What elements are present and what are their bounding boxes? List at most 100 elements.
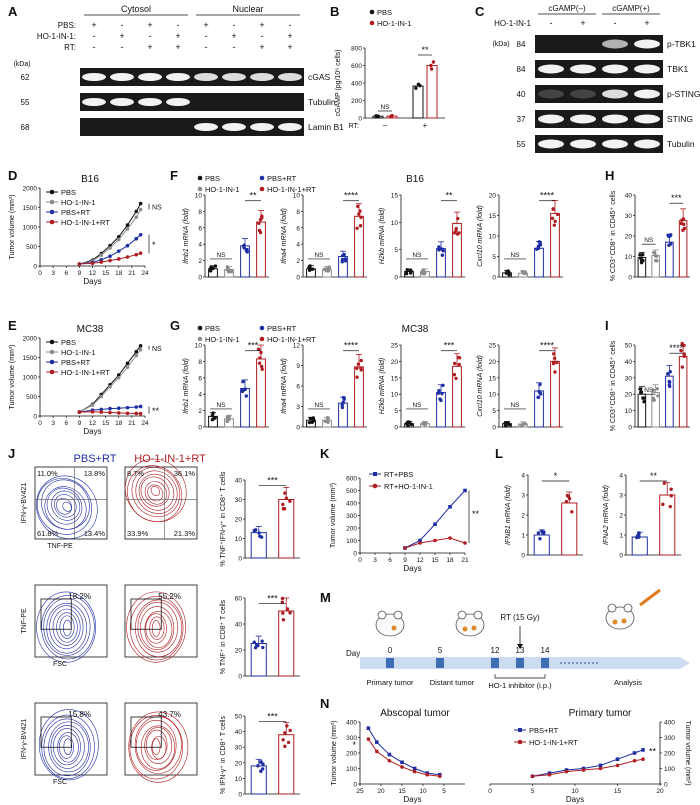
legend-label: PBS xyxy=(377,8,392,17)
y-tick-label: 0 xyxy=(619,553,623,560)
timeline-marker xyxy=(541,658,549,668)
y-tick-label: 30 xyxy=(235,745,243,752)
x-axis-label: Days xyxy=(83,277,101,286)
y-tick-label: 15 xyxy=(489,375,497,382)
y-tick-label: 6 xyxy=(296,384,300,391)
data-point xyxy=(564,769,569,774)
data-point xyxy=(134,236,139,241)
flow-contour xyxy=(59,615,75,639)
quadrant-percent: 36.1% xyxy=(174,469,196,478)
timeline-marker xyxy=(491,658,499,668)
legend-label: HO-1-IN-1+RT xyxy=(267,335,316,344)
y-tick-label: 60 xyxy=(235,596,243,603)
y-tick-label: 3 xyxy=(521,493,525,500)
flow-y-axis-label: IFN-γ-BV421 xyxy=(21,719,28,760)
significance-label: * xyxy=(152,240,156,250)
data-point xyxy=(138,344,143,348)
x-tick-label: 18 xyxy=(446,557,454,564)
blot-strip xyxy=(80,93,304,111)
legend-label: RT+PBS xyxy=(384,470,413,479)
blot-band xyxy=(570,139,596,149)
y-tick-label: 0 xyxy=(394,425,398,432)
blot-sign: - xyxy=(121,42,124,52)
data-point xyxy=(99,253,104,257)
flow-contour xyxy=(129,715,183,780)
panel-label-I: I xyxy=(605,318,609,333)
x-tick-label: 24 xyxy=(141,270,149,277)
y-axis-label: Tumor volume (mm³) xyxy=(330,483,337,548)
data-point xyxy=(355,366,359,371)
x-tick-label: 21 xyxy=(128,270,136,277)
y-tick-label: 0 xyxy=(394,275,398,282)
blot-condition-label: PBS: xyxy=(58,21,76,30)
data-point xyxy=(283,744,287,749)
data-point xyxy=(281,738,285,742)
data-point xyxy=(598,766,603,771)
data-point xyxy=(424,421,428,426)
gate-percent: 15.8% xyxy=(68,710,91,719)
chart-title: Primary tumor xyxy=(569,708,632,719)
flow-contour xyxy=(46,602,88,654)
data-point xyxy=(260,216,264,220)
blot-sign: - xyxy=(121,20,124,30)
y-tick-label: 0 xyxy=(353,551,357,558)
y-tick-label: 6 xyxy=(198,225,202,232)
blot-sign: + xyxy=(175,42,180,52)
flow-x-axis-label: FSC xyxy=(53,661,67,668)
data-point xyxy=(440,253,445,257)
data-point xyxy=(641,252,645,257)
blot-strip xyxy=(535,135,663,153)
data-point xyxy=(436,391,441,395)
y-axis-label: Tumor volume (mm³) xyxy=(9,194,16,259)
data-point xyxy=(429,67,434,71)
blot-protein-label: Tubulin xyxy=(667,139,695,149)
y-tick-label: 5 xyxy=(492,254,496,261)
data-point xyxy=(138,207,143,212)
tumor-icon xyxy=(471,625,477,631)
bar xyxy=(354,366,364,428)
y-tick-label: 40 xyxy=(625,359,633,366)
data-point xyxy=(208,269,213,273)
blot-condition-label: RT: xyxy=(64,43,76,52)
blot-band xyxy=(602,139,628,149)
data-point xyxy=(407,420,412,425)
x-tick-label: 18 xyxy=(115,420,123,427)
data-point xyxy=(418,541,422,545)
panel-label-N: N xyxy=(320,696,329,711)
data-point xyxy=(414,86,418,90)
significance-label: **** xyxy=(344,191,359,201)
data-point xyxy=(358,224,363,228)
y-tick-label: 400 xyxy=(664,720,675,727)
legend-marker xyxy=(197,175,203,181)
y-tick-label: 40 xyxy=(625,193,633,200)
panel-label-K: K xyxy=(320,446,330,461)
y-tick-label: 500 xyxy=(26,394,37,401)
data-point xyxy=(288,499,292,503)
data-point xyxy=(547,772,552,777)
x-tick-label: 9 xyxy=(403,557,407,564)
blot-sign: - xyxy=(233,42,236,52)
x-tick-label: 15 xyxy=(398,788,406,795)
x-tick-label: 20 xyxy=(377,788,385,795)
blot-band xyxy=(634,139,660,149)
legend-marker xyxy=(259,186,265,192)
y-tick-label: 2 xyxy=(198,258,202,265)
flow-contour xyxy=(128,711,189,783)
y-tick-label: 0 xyxy=(628,425,632,432)
data-point xyxy=(452,372,457,377)
flow-contour xyxy=(135,720,177,771)
kda-marker: 55 xyxy=(21,98,30,107)
legend-label: HO-1-IN-1+RT xyxy=(529,738,578,747)
bar xyxy=(436,248,446,278)
significance-label: NS xyxy=(152,205,162,212)
y-tick-label: 40 xyxy=(235,622,243,629)
data-point xyxy=(324,268,328,273)
data-point xyxy=(108,254,112,259)
panel-label-L: L xyxy=(495,446,503,461)
data-point xyxy=(244,394,248,398)
tumor-icon xyxy=(612,619,618,625)
data-point xyxy=(326,416,330,421)
bar xyxy=(631,536,648,556)
data-point xyxy=(440,391,444,396)
bar xyxy=(412,85,424,119)
